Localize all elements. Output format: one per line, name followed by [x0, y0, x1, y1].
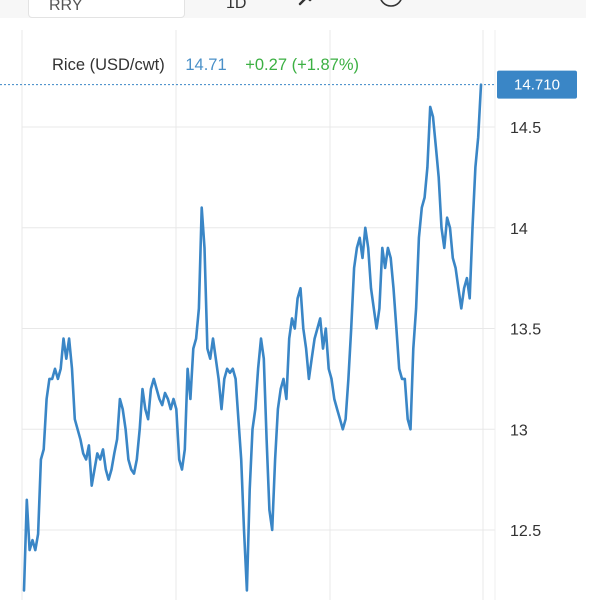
compare-icon[interactable] — [298, 0, 318, 8]
last-price: 14.71 — [185, 56, 227, 74]
last-price-badge — [497, 70, 577, 99]
last-price-badge-label: 14.710 — [514, 77, 560, 94]
right-edge — [586, 0, 600, 600]
y-axis-labels: 14.5 14 13.5 13 12.5 — [510, 120, 541, 540]
info-icon[interactable] — [378, 0, 404, 10]
symbol-search-box[interactable]: RRY — [28, 0, 185, 18]
quote-header: Rice (USD/cwt) 14.71 +0.27 (+1.87%) — [52, 56, 359, 75]
y-tick-label: 13.5 — [510, 322, 541, 339]
y-tick-label: 14.5 — [510, 120, 541, 137]
timeframe-button[interactable]: 1D — [226, 0, 247, 12]
y-tick-label: 13 — [510, 422, 528, 439]
chart-grid — [21, 30, 496, 600]
price-change: +0.27 (+1.87%) — [245, 56, 359, 74]
instrument-name: Rice (USD/cwt) — [52, 56, 165, 74]
price-series-line — [22, 83, 483, 592]
symbol-text[interactable]: RRY — [49, 0, 83, 14]
y-tick-label: 12.5 — [510, 523, 541, 540]
chart-toolbar: RRY 1D — [0, 0, 600, 18]
y-tick-label: 14 — [510, 221, 528, 238]
